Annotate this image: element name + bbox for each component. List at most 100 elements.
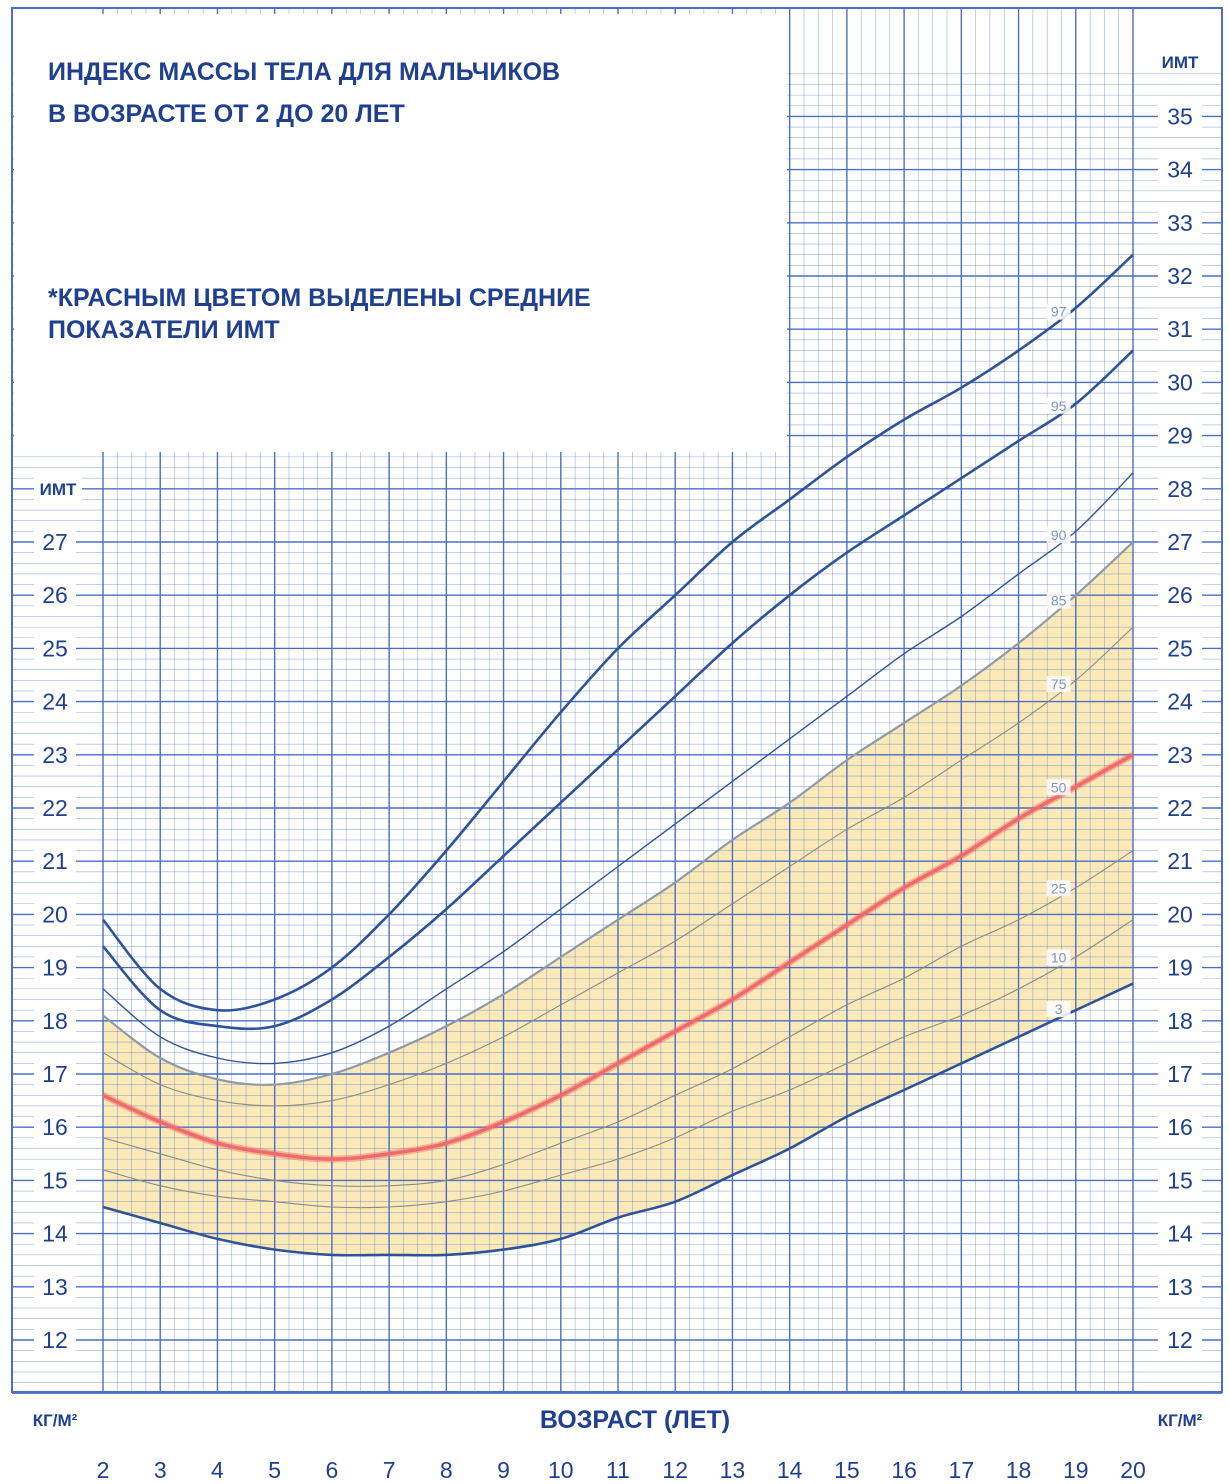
ytick-right-bg xyxy=(1158,475,1202,502)
y-tick-right: 28 xyxy=(1167,476,1193,502)
y-tick-right: 13 xyxy=(1167,1274,1193,1300)
unit-right-bg xyxy=(1136,1396,1222,1442)
percentile-curve-10 xyxy=(102,919,1134,1209)
percentile-label-bg xyxy=(1046,676,1071,693)
x-tick: 14 xyxy=(777,1457,803,1483)
ytick-right-bg xyxy=(1158,1220,1202,1247)
percentile-label-bg xyxy=(1046,949,1071,966)
ytick-right-bg xyxy=(1158,1114,1202,1141)
y-tick-right: 24 xyxy=(1167,689,1193,715)
chart-title-line-1: ИНДЕКС МАССЫ ТЕЛА ДЛЯ МАЛЬЧИКОВ xyxy=(48,58,560,86)
xlabel-bg xyxy=(520,1400,750,1440)
ytick-right-bg xyxy=(1158,316,1202,343)
y-tick-right: 29 xyxy=(1167,423,1193,449)
ytick-left-bg xyxy=(34,1273,76,1300)
y-tick-right: 18 xyxy=(1167,1008,1193,1034)
ytick-left-bg xyxy=(34,1114,76,1141)
ytick-left-bg xyxy=(34,1220,76,1247)
percentile-label-bg xyxy=(1046,592,1071,609)
ytick-right-bg xyxy=(1158,369,1202,396)
x-tick: 5 xyxy=(268,1457,281,1483)
ytick-left-bg xyxy=(34,848,76,875)
ytick-left-bg xyxy=(34,529,76,555)
unit-label-left: КГ/М² xyxy=(33,1411,78,1430)
y-tick-right: 35 xyxy=(1167,103,1193,129)
y-tick-right: 25 xyxy=(1167,635,1193,661)
percentile-curve-50 xyxy=(102,753,1134,1161)
major-grid xyxy=(12,8,1222,1394)
y-tick-right: 17 xyxy=(1167,1061,1193,1087)
ytick-right-bg xyxy=(1158,848,1202,875)
x-tick: 11 xyxy=(606,1457,630,1483)
ytick-right-bg xyxy=(1158,635,1202,662)
percentile-curve-97 xyxy=(101,253,1134,1012)
percentile-label-bg xyxy=(1046,397,1071,414)
ytick-left-bg xyxy=(34,688,76,715)
ytick-left-bg xyxy=(34,741,76,768)
percentile-label-75: 75 xyxy=(1051,676,1067,692)
note-line-2: ПОКАЗАТЕЛИ ИМТ xyxy=(48,316,280,344)
y-tick-left: 13 xyxy=(42,1274,68,1300)
y-tick-left: 24 xyxy=(42,689,68,715)
ytick-right-bg xyxy=(1158,422,1202,449)
ytick-right-bg xyxy=(1158,582,1202,609)
percentile-curve-85 xyxy=(102,541,1134,1086)
ytick-left-bg xyxy=(34,1327,76,1353)
y-tick-left: 27 xyxy=(42,529,68,555)
y-axis-label-left: ИМТ xyxy=(40,480,77,499)
x-tick: 7 xyxy=(383,1457,396,1483)
percentile-label-3: 3 xyxy=(1055,1001,1063,1017)
y-tick-left: 15 xyxy=(42,1167,68,1193)
ytick-left-bg xyxy=(34,954,76,981)
x-tick: 19 xyxy=(1063,1457,1089,1483)
y-tick-right: 26 xyxy=(1167,582,1193,608)
x-axis-label: ВОЗРАСТ (ЛЕТ) xyxy=(540,1406,730,1434)
x-tick: 10 xyxy=(548,1457,574,1483)
percentile-curve-3 xyxy=(102,982,1134,1257)
y-axis-label-right: ИМТ xyxy=(1162,53,1199,72)
ytick-right-bg xyxy=(1158,209,1202,236)
x-tick: 3 xyxy=(154,1457,167,1483)
ytick-left-bg xyxy=(34,901,76,928)
y-tick-right: 15 xyxy=(1167,1167,1193,1193)
ytick-right-bg xyxy=(1158,1007,1202,1034)
ytick-right-bg xyxy=(1158,529,1202,555)
y-tick-left: 17 xyxy=(42,1061,68,1087)
y-tick-left: 21 xyxy=(42,848,68,874)
unit-left-bg xyxy=(12,1396,100,1442)
y-tick-left: 22 xyxy=(42,795,68,821)
ylabel-left-bg xyxy=(34,476,82,500)
ytick-right-bg xyxy=(1158,741,1202,768)
ytick-right-bg xyxy=(1158,156,1202,183)
tick-labels: 1213141516171819202122232425262712131415… xyxy=(34,103,1202,1483)
ytick-right-bg xyxy=(1158,1061,1202,1087)
ytick-right-bg xyxy=(1158,954,1202,981)
y-tick-left: 23 xyxy=(42,742,68,768)
y-tick-right: 14 xyxy=(1167,1221,1193,1247)
y-tick-right: 12 xyxy=(1167,1327,1193,1353)
x-tick: 15 xyxy=(834,1457,860,1483)
ytick-right-bg xyxy=(1158,1327,1202,1353)
ytick-right-bg xyxy=(1158,688,1202,715)
y-tick-right: 27 xyxy=(1167,529,1193,555)
x-tick: 9 xyxy=(497,1457,510,1483)
ytick-right-bg xyxy=(1158,1273,1202,1300)
ytick-right-bg xyxy=(1158,103,1202,130)
x-tick: 17 xyxy=(949,1457,975,1483)
percentile-curves: 97 95 90 85 75 50 25 10 3 xyxy=(101,253,1135,1257)
x-tick: 18 xyxy=(1006,1457,1032,1483)
y-tick-right: 23 xyxy=(1167,742,1193,768)
chart-frame xyxy=(11,7,1223,1393)
percentile-label-bg xyxy=(1046,880,1071,897)
x-tick: 12 xyxy=(662,1457,688,1483)
percentile-label-85: 85 xyxy=(1051,593,1067,609)
percentile-curve-25 xyxy=(102,850,1134,1187)
ytick-left-bg xyxy=(34,795,76,821)
y-tick-left: 26 xyxy=(42,582,68,608)
y-tick-right: 21 xyxy=(1167,848,1193,874)
ytick-left-bg xyxy=(34,1167,76,1194)
ytick-right-bg xyxy=(1158,901,1202,928)
title-box xyxy=(14,14,787,452)
y-tick-right: 34 xyxy=(1167,157,1193,183)
y-tick-right: 20 xyxy=(1167,901,1193,927)
